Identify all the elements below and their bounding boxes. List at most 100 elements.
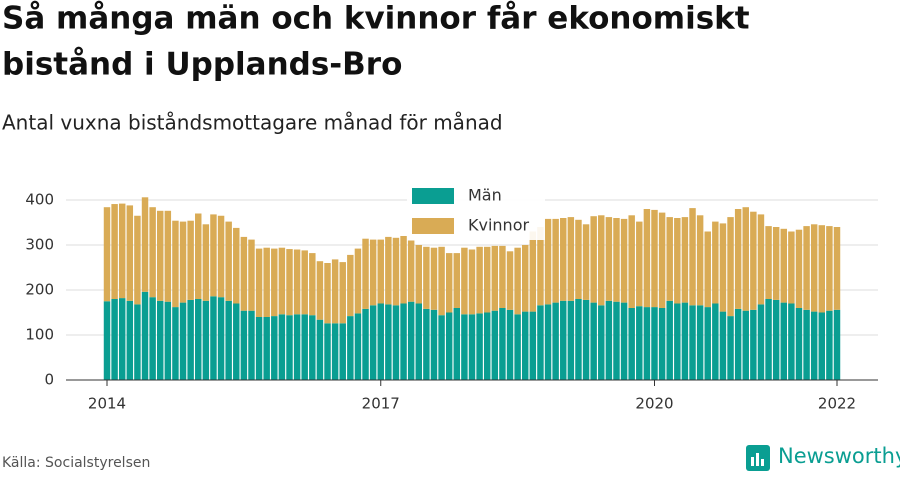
bars — [103, 197, 841, 380]
bar-segment — [286, 249, 293, 316]
bar-segment — [704, 231, 711, 308]
bar-segment — [544, 218, 552, 305]
bar-segment — [377, 239, 384, 304]
bar-segment — [103, 301, 111, 380]
legend-label: Kvinnor — [468, 216, 529, 235]
bar-segment — [719, 311, 727, 380]
bar-segment — [255, 317, 263, 380]
bar-segment — [354, 248, 362, 314]
bar-segment — [331, 259, 339, 324]
bar-segment — [423, 246, 430, 309]
bar-segment — [149, 207, 156, 298]
y-tick-label: 300 — [25, 236, 54, 254]
bar-segment — [483, 312, 491, 380]
source: Källa: Socialstyrelsen — [2, 455, 150, 471]
bar-segment — [529, 231, 537, 312]
bar-segment — [400, 236, 407, 304]
bar-segment — [476, 246, 483, 314]
bar-segment — [111, 204, 118, 299]
bar-segment — [134, 304, 141, 380]
bar-segment — [636, 306, 643, 380]
bar-segment — [826, 310, 833, 380]
bar-segment — [438, 315, 445, 380]
bar-segment — [164, 301, 172, 380]
bar-segment — [506, 309, 514, 380]
bar-segment — [461, 247, 468, 315]
bar-segment — [172, 220, 179, 308]
bar-segment — [552, 302, 559, 380]
bar-segment — [780, 302, 788, 380]
axes: 0 100 200 300 400 2014 2017 2020 2022 — [25, 191, 878, 413]
bar-segment — [628, 308, 635, 380]
bar-segment — [833, 227, 841, 310]
bar-segment — [506, 251, 514, 310]
bar-segment — [240, 236, 248, 311]
bar-segment — [141, 197, 149, 292]
bar-segment — [788, 303, 795, 380]
bar-segment — [415, 303, 423, 380]
y-tick-label: 100 — [25, 326, 54, 344]
bar-segment — [582, 224, 590, 300]
bar-segment — [810, 224, 818, 312]
bar-segment — [210, 296, 217, 380]
bar-segment — [331, 323, 339, 380]
bar-segment — [347, 316, 354, 380]
bar-segment — [111, 299, 118, 380]
bar-segment — [750, 211, 757, 310]
bar-segment — [719, 223, 727, 312]
brand: Newsworthy — [778, 444, 900, 468]
bar-segment — [613, 301, 620, 380]
bar-segment — [658, 308, 666, 380]
bar-segment — [598, 215, 605, 306]
bar-segment — [567, 300, 575, 380]
bar-segment — [666, 217, 673, 301]
bar-segment — [727, 316, 734, 380]
bar-segment — [263, 317, 270, 380]
x-tick-label: 2014 — [88, 395, 126, 413]
bar-segment — [803, 226, 810, 310]
bar-segment — [666, 300, 673, 380]
bar-segment — [704, 307, 711, 380]
bar-segment — [712, 221, 719, 304]
bar-segment — [712, 303, 719, 380]
bar-segment — [324, 323, 331, 380]
bar-segment — [537, 305, 544, 380]
bar-segment — [582, 299, 590, 380]
bar-segment — [803, 309, 810, 380]
bar-segment — [643, 307, 651, 380]
bar-segment — [301, 250, 308, 315]
bar-segment — [210, 214, 217, 297]
bar-segment — [187, 299, 194, 380]
bar-segment — [628, 215, 635, 308]
bar-segment — [377, 303, 384, 380]
bar-segment — [674, 303, 681, 380]
bar-segment — [415, 245, 423, 304]
bar-segment — [605, 217, 613, 301]
bar-segment — [483, 246, 491, 313]
bar-segment — [757, 214, 765, 305]
bar-segment — [225, 300, 232, 380]
bar-segment — [521, 245, 529, 312]
bar-segment — [316, 319, 324, 380]
bar-segment — [217, 297, 225, 380]
bar-segment — [681, 217, 689, 303]
bar-segment — [461, 314, 468, 380]
bar-segment — [134, 215, 141, 305]
bar-segment — [286, 315, 293, 380]
bar-segment — [118, 298, 126, 380]
bar-segment — [780, 228, 788, 303]
bar-segment — [347, 254, 354, 317]
chart-subtitle: Antal vuxna biståndsmottagare månad för … — [2, 111, 503, 135]
bar-segment — [537, 227, 544, 306]
bar-segment — [225, 221, 232, 301]
bar-segment — [438, 246, 445, 316]
bar-segment — [195, 213, 202, 299]
bar-segment — [552, 218, 559, 303]
bar-segment — [118, 203, 126, 299]
bar-segment — [141, 291, 149, 380]
bar-segment — [598, 305, 605, 380]
bar-segment — [202, 300, 210, 380]
legend: Män Kvinnor — [407, 184, 545, 240]
bar-segment — [453, 308, 461, 380]
bar-segment — [529, 311, 537, 380]
